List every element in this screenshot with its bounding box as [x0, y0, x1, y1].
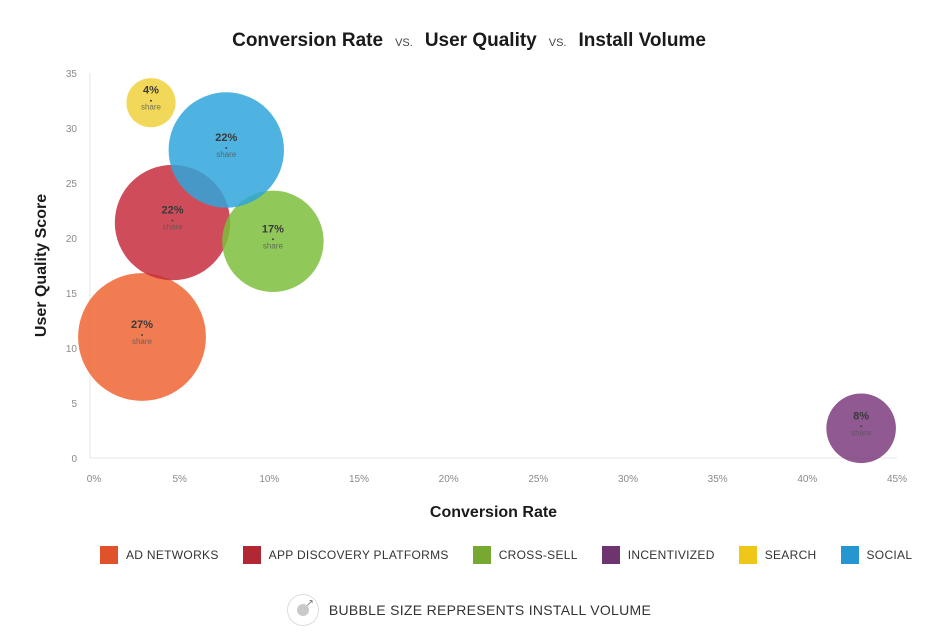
bubble-label-app-discovery-platforms: 22%	[161, 205, 183, 217]
legend-swatch	[738, 546, 757, 564]
legend-label: CROSS-SELL	[498, 548, 578, 562]
legend-item-incentivized: INCENTIVIZED	[601, 546, 715, 564]
x-tick-label: 35%	[708, 474, 728, 485]
x-tick-label: 0%	[87, 474, 102, 485]
legend: AD NETWORKS APP DISCOVERY PLATFORMS CROS…	[100, 545, 936, 565]
chart-title: Conversion Rate VS. User Quality VS. Install…	[0, 30, 938, 52]
bubble-center-dot	[225, 147, 228, 149]
bubble-label-incentivized: 8%	[853, 410, 869, 422]
y-tick-label: 10	[66, 344, 78, 355]
bubble-search	[126, 78, 176, 128]
legend-swatch	[840, 546, 859, 564]
bubble-sublabel-incentivized: share	[851, 428, 872, 437]
legend-label: SOCIAL	[866, 548, 913, 562]
bubble-sublabel-cross-sell: share	[263, 241, 284, 250]
y-tick-label: 0	[71, 454, 77, 465]
bubble-sublabel-social: share	[216, 150, 237, 159]
bubble-center-dot	[141, 334, 144, 336]
y-axis-title: User Quality Score	[33, 194, 50, 337]
legend-label: APP DISCOVERY PLATFORMS	[268, 548, 449, 562]
bubble-sublabel-ad-networks: share	[132, 337, 153, 346]
y-tick-label: 30	[66, 124, 78, 135]
y-tick-label: 35	[66, 69, 78, 80]
legend-item-cross-sell: CROSS-SELL	[472, 546, 578, 564]
y-tick-label: 25	[66, 179, 78, 190]
bubble-size-note-text: BUBBLE SIZE REPRESENTS INSTALL VOLUME	[328, 602, 652, 618]
bubble-center-dot	[171, 219, 174, 222]
bubble-center-dot	[271, 238, 274, 241]
bubble-social	[168, 92, 284, 208]
bubble-label-cross-sell: 17%	[262, 223, 284, 235]
x-axis-ticks: 0% 5% 10% 15% 20% 25% 30% 35% 40% 45%	[87, 474, 907, 485]
legend-item-social: SOCIAL	[840, 546, 913, 564]
legend-swatch	[242, 546, 261, 564]
x-tick-label: 15%	[349, 474, 369, 485]
y-axis-ticks: 0 5 10 15 20 25 30 35	[66, 69, 78, 465]
y-tick-label: 20	[66, 234, 78, 245]
bubble-size-note: ↗ BUBBLE SIZE REPRESENTS INSTALL VOLUME	[0, 594, 938, 626]
legend-label: SEARCH	[764, 548, 817, 562]
legend-item-app-discovery-platforms: APP DISCOVERY PLATFORMS	[242, 546, 449, 564]
title-vs-2: VS.	[548, 37, 567, 49]
bubble-ad-networks	[78, 273, 206, 401]
bubbles-layer: 27% share 22% share 17% share 8% share 4% share 22…	[78, 78, 896, 464]
bubble-label-social: 22%	[215, 132, 237, 144]
legend-item-ad-networks: AD NETWORKS	[100, 546, 219, 564]
legend-swatch	[601, 546, 620, 564]
x-tick-label: 10%	[259, 474, 279, 485]
bubble-label-ad-networks: 27%	[131, 319, 153, 331]
title-part-conversion-rate: Conversion Rate	[232, 30, 384, 51]
legend-label: AD NETWORKS	[126, 548, 219, 562]
x-tick-label: 30%	[618, 474, 638, 485]
bubble-center-dot	[860, 425, 863, 428]
x-tick-label: 25%	[528, 474, 548, 485]
legend-item-search: SEARCH	[738, 546, 817, 564]
bubble-cross-sell	[222, 190, 324, 293]
bubble-center-dot	[149, 99, 152, 102]
legend-swatch	[472, 546, 491, 564]
title-part-user-quality: User Quality	[424, 30, 537, 51]
x-tick-label: 5%	[172, 474, 187, 485]
bubble-label-search: 4%	[143, 85, 159, 97]
y-tick-label: 5	[71, 399, 77, 410]
bubble-incentivized	[826, 393, 896, 464]
bubble-chart: 0 5 10 15 20 25 30 35 0% 5% 10% 15% 20% 25% 30% 35% 40%…	[33, 69, 907, 521]
bubble-sublabel-search: share	[141, 103, 162, 112]
title-part-install-volume: Install Volume	[578, 30, 706, 51]
legend-swatch	[100, 546, 118, 564]
x-tick-label: 45%	[887, 474, 907, 485]
bubble-size-icon: ↗	[286, 594, 319, 626]
x-tick-label: 20%	[439, 474, 459, 485]
x-axis-title: Conversion Rate	[430, 504, 557, 521]
legend-label: INCENTIVIZED	[627, 548, 715, 562]
title-vs-1: VS.	[395, 37, 413, 49]
y-tick-label: 15	[66, 289, 78, 300]
x-tick-label: 40%	[797, 474, 817, 485]
bubble-sublabel-app-discovery-platforms: share	[162, 223, 183, 232]
